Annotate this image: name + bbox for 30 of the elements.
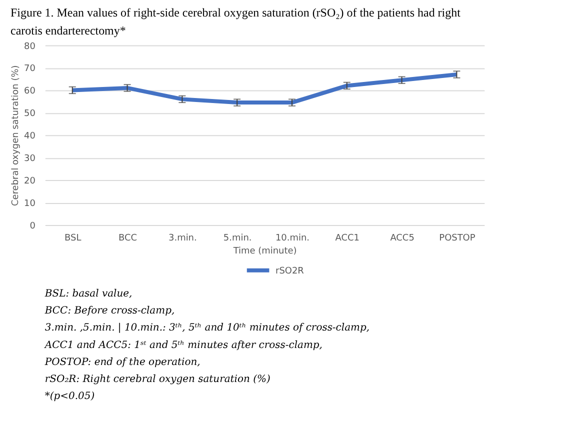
y-tick-label: 30 [24, 154, 36, 164]
text: 3.min. ,5.min. | 10.min.: 3ᵗʰ, 5ᵗʰ and 10ᵗʰ minutes of cross-clamp, [44, 322, 370, 334]
y-tick-label: 10 [24, 198, 36, 209]
text: rSO₂R: Right cerebral oxygen saturation (%) [44, 374, 270, 385]
y-tick-label: 0 [30, 221, 36, 232]
y-tick-label: 60 [24, 86, 36, 97]
x-tick-label: ACC5 [390, 233, 414, 244]
y-tick-label: 70 [24, 64, 36, 74]
y-tick-label: 40 [24, 132, 36, 142]
y-tick-label: 20 [24, 176, 36, 187]
y-axis-title: Cerebral oxygen saturation (%) [11, 65, 22, 206]
x-tick-label: 3.min. [168, 233, 197, 244]
x-axis-title: Time (minute) [232, 246, 297, 256]
text: BSL: basal value, [44, 288, 132, 300]
text: POSTOP: end of the operation, [44, 356, 200, 368]
text: BCC: Before cross-clamp, [44, 306, 175, 317]
y-tick-label: 80 [24, 42, 36, 52]
text: Figure 1. Mean values of right-side cerebral oxygen saturation (rSO₂) of the patients had right [10, 5, 460, 20]
text: carotis endarterectomy* [10, 23, 126, 38]
legend-label: rSO2R [276, 266, 304, 276]
x-tick-label: 5.min. [223, 233, 252, 244]
x-tick-label: ACC1 [335, 233, 360, 244]
x-tick-label: BCC [118, 233, 138, 244]
text: *(p<0.05) [44, 391, 95, 402]
x-tick-label: 10.min. [275, 233, 310, 244]
x-tick-label: BSL [64, 233, 82, 244]
x-tick-label: POSTOP [439, 233, 476, 244]
text: ACC1 and ACC5: 1ˢᵗ and 5ᵗʰ minutes after cross-clamp, [44, 340, 322, 351]
y-tick-label: 50 [24, 109, 36, 120]
line-series [70, 72, 459, 105]
